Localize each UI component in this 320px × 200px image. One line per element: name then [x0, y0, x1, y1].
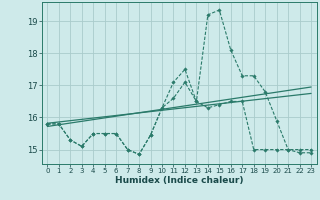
X-axis label: Humidex (Indice chaleur): Humidex (Indice chaleur) — [115, 176, 244, 185]
